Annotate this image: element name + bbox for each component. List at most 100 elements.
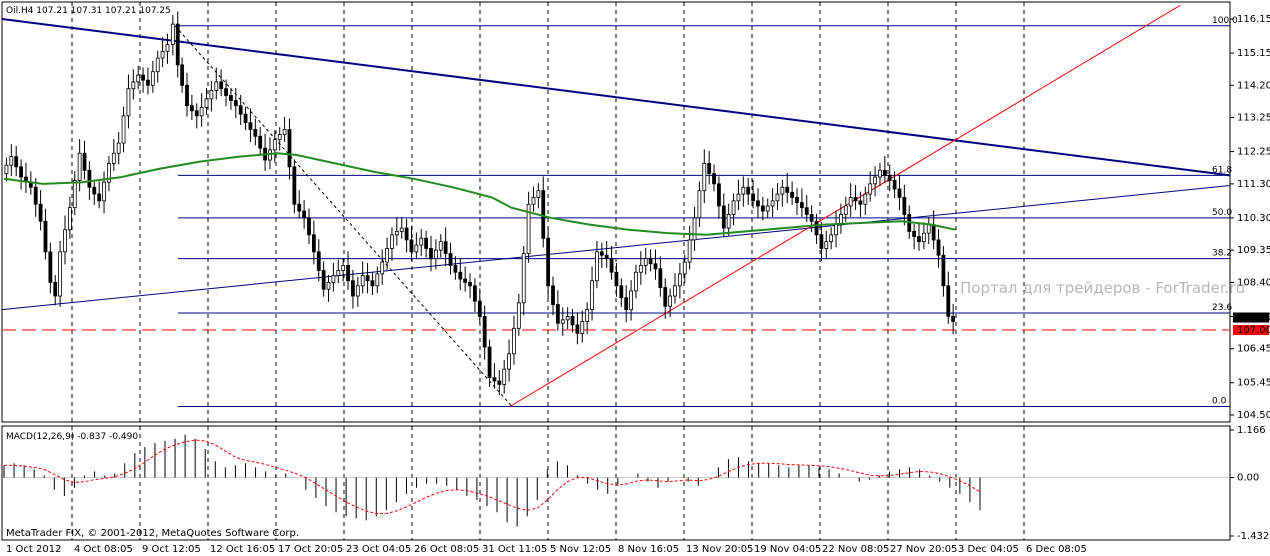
candle-body [370, 280, 375, 287]
candle-body [882, 169, 887, 176]
candle-body [917, 236, 921, 243]
candle-body [209, 89, 214, 100]
candle-body [482, 316, 487, 348]
candle-body [770, 200, 775, 207]
time-tick-label: 23 Oct 04:05 [346, 544, 411, 555]
candle-body [204, 98, 209, 108]
candle-body [477, 300, 482, 317]
candle-body [551, 285, 555, 305]
candle-body [229, 95, 233, 101]
candle-body [48, 251, 53, 283]
alert-price-label: 107.00 [1237, 325, 1270, 336]
fib-level-label: 0.0 [1212, 397, 1227, 407]
candle-body [765, 205, 770, 212]
candle-body [921, 232, 926, 243]
candle-body [321, 270, 326, 290]
candle-body [175, 23, 180, 66]
fib-level-label: 61.8 [1212, 165, 1232, 175]
candle-body [502, 368, 507, 385]
candle-body [390, 234, 394, 249]
candle-body [311, 234, 316, 253]
price-tick-label: 114.20 [1237, 80, 1270, 91]
candle-body [858, 200, 863, 205]
candle-body [614, 271, 619, 287]
candle-body [692, 217, 697, 241]
watermark: Портал для трейдеров - ForTrader.ru [960, 279, 1245, 297]
candle-body [365, 275, 370, 282]
macd-signal-line [4, 439, 981, 514]
candle-body [219, 81, 224, 90]
candle-body [590, 280, 594, 311]
candle-body [375, 273, 380, 287]
candle-body [546, 237, 551, 287]
candle-body [448, 253, 453, 266]
candle-body [570, 316, 575, 326]
candle-body [189, 105, 194, 112]
candle-body [580, 321, 585, 334]
candle-body [599, 251, 604, 256]
candle-body [717, 183, 721, 207]
price-tick-label: 112.25 [1237, 147, 1270, 158]
candle-body [33, 186, 38, 205]
candle-body [399, 227, 404, 232]
support-trendline [1, 185, 1231, 311]
candle-body [248, 122, 253, 130]
candle-body [380, 261, 385, 275]
candle-body [331, 275, 336, 283]
candle-body [282, 129, 287, 135]
candle-body [38, 203, 43, 222]
price-tick-label: 111.30 [1237, 179, 1270, 190]
candle-body [536, 190, 541, 198]
time-tick-label: 9 Oct 12:05 [142, 544, 201, 555]
candle-body [619, 285, 624, 299]
candle-body [521, 253, 526, 304]
candle-body [473, 285, 477, 302]
candle-body [258, 135, 263, 149]
fib-level-label: 50.0 [1212, 208, 1232, 218]
candle-body [809, 214, 814, 222]
candle-body [287, 129, 292, 168]
price-tick-label: 105.45 [1237, 378, 1270, 389]
price-tick-label: 110.30 [1237, 213, 1270, 224]
candle-body [272, 139, 277, 151]
candle-body [648, 258, 653, 265]
candle-body [834, 224, 838, 236]
candle-body [433, 249, 438, 260]
candle-body [507, 353, 511, 370]
candle-body [873, 176, 877, 185]
time-tick-label: 19 Nov 04:05 [754, 544, 821, 555]
candle-body [443, 241, 448, 254]
candle-body [9, 156, 14, 166]
candle-body [497, 380, 502, 385]
fib-level-label: 23.6 [1212, 303, 1232, 313]
candle-body [868, 183, 873, 195]
time-tick-label: 8 Nov 16:05 [618, 544, 679, 555]
candle-body [746, 186, 751, 195]
candle-body [72, 180, 77, 209]
price-tick-label: 106.45 [1237, 344, 1270, 355]
price-tick-label: 116.15 [1237, 14, 1270, 25]
candle-body [404, 227, 409, 241]
candle-body [155, 57, 160, 73]
candle-body [136, 74, 141, 83]
candle-body [346, 265, 350, 282]
candle-body [336, 270, 341, 277]
macd-tick-label: 1.166 [1237, 425, 1266, 436]
candle-body [653, 263, 658, 270]
candle-body [233, 100, 238, 107]
moving-average-line [3, 152, 956, 236]
candle-body [726, 214, 731, 229]
candle-body [126, 88, 131, 117]
candle-body [516, 302, 521, 329]
price-tick-label: 109.35 [1237, 245, 1270, 256]
time-tick-label: 13 Nov 20:05 [686, 544, 753, 555]
candle-body [414, 244, 419, 253]
candle-body [751, 193, 755, 202]
alert-price-badge [1233, 325, 1269, 336]
candle-body [853, 197, 858, 202]
candle-body [663, 287, 668, 307]
candle-body [165, 44, 170, 52]
candle-body [97, 193, 102, 202]
candle-body [902, 197, 907, 215]
